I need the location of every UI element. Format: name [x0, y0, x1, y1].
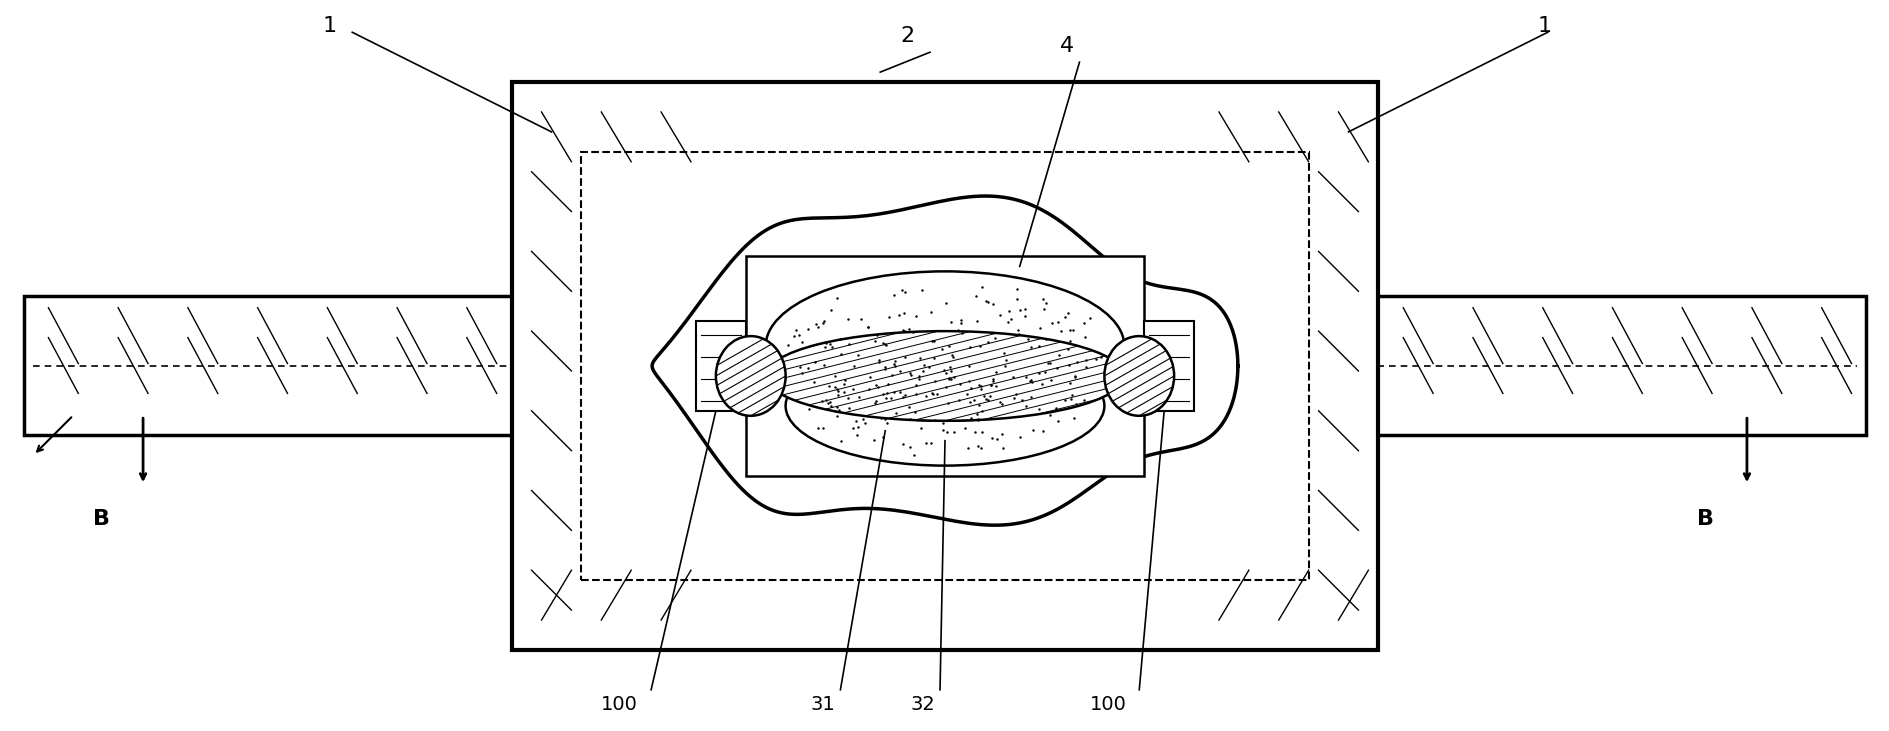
Text: 100: 100 — [601, 694, 638, 713]
Text: 2: 2 — [899, 26, 914, 46]
Ellipse shape — [765, 331, 1124, 421]
Text: 31: 31 — [810, 694, 835, 713]
Ellipse shape — [765, 271, 1124, 421]
Bar — [695, 321, 746, 411]
Text: 1: 1 — [1538, 16, 1551, 37]
Ellipse shape — [1103, 336, 1173, 416]
Bar — [1307, 296, 1866, 435]
Text: 1: 1 — [323, 16, 336, 37]
Bar — [512, 82, 1377, 650]
Text: 32: 32 — [910, 694, 935, 713]
Text: B: B — [1696, 509, 1713, 529]
Ellipse shape — [716, 336, 786, 416]
Text: B: B — [93, 509, 110, 529]
Bar — [746, 257, 1143, 476]
Text: 100: 100 — [1088, 694, 1126, 713]
Text: 4: 4 — [1060, 37, 1073, 56]
Bar — [1143, 321, 1194, 411]
Bar — [23, 296, 582, 435]
Bar — [582, 152, 1307, 580]
